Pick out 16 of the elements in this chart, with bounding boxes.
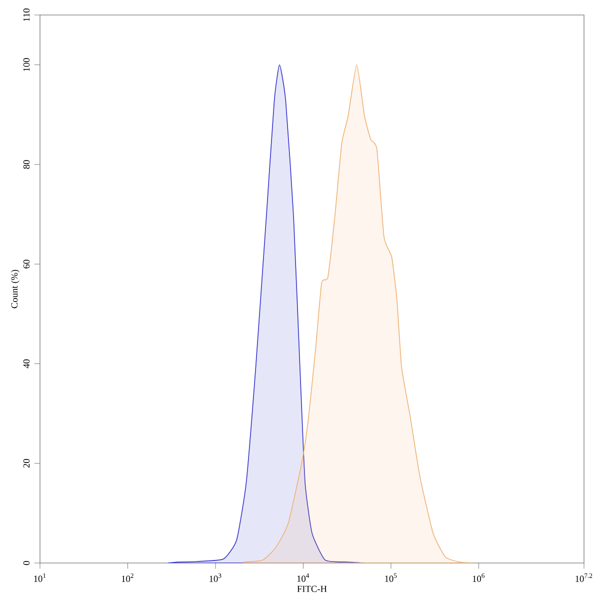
x-tick-label: 10$^{4}$ xyxy=(297,573,310,582)
y-tick-label: 0 xyxy=(23,561,30,565)
y-axis-title: Count (%) xyxy=(11,270,20,308)
x-tick-label: 10$^{5}$ xyxy=(385,573,397,582)
y-tick-label: 80 xyxy=(23,160,30,169)
x-tick-label: 10$^{6}$ xyxy=(472,573,485,582)
y-tick-label: 110 xyxy=(23,8,30,22)
x-tick-label: 10$^{1}$ xyxy=(34,573,46,582)
y-tick-label: 60 xyxy=(23,260,30,268)
x-tick-label: 10$^{7.2}$ xyxy=(576,573,592,582)
x-tick-label: 10$^{2}$ xyxy=(122,573,134,582)
y-tick-label: 100 xyxy=(23,58,30,71)
y-tick-label: 20 xyxy=(23,459,30,468)
x-tick-label: 10$^{3}$ xyxy=(210,573,222,582)
x-axis-title: FITC-H xyxy=(297,586,327,592)
y-tick-label: 40 xyxy=(23,359,30,368)
